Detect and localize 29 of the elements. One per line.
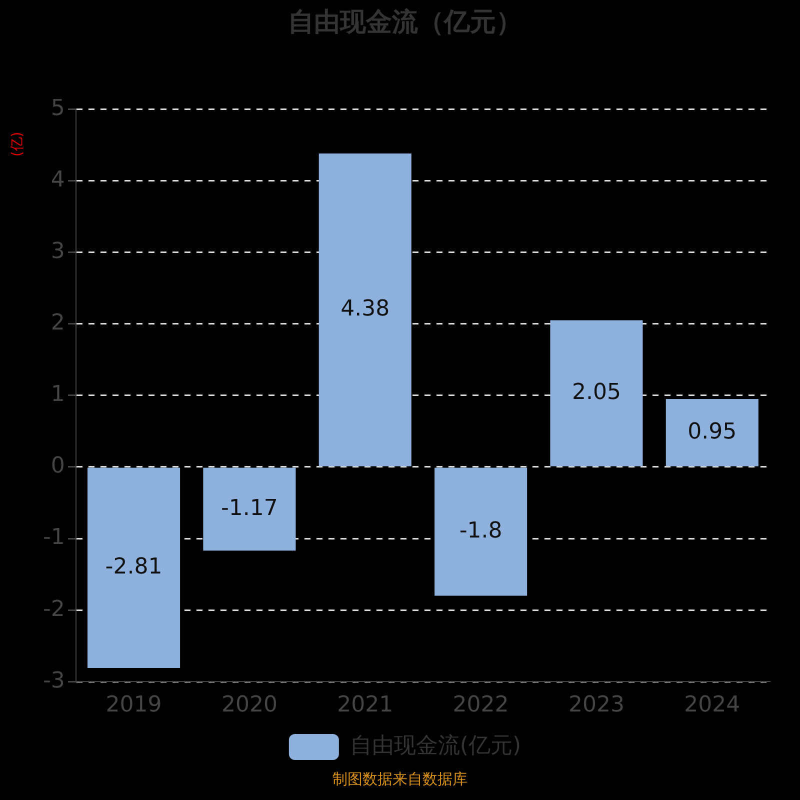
y-tick-label: 5 (50, 96, 65, 121)
x-tick-label: 2021 (337, 692, 394, 718)
data-label: -1.8 (459, 518, 502, 544)
y-tick-label: -3 (43, 668, 65, 694)
bar (203, 468, 296, 551)
x-tick-label: 2024 (684, 692, 740, 718)
bar (318, 154, 412, 466)
bar (88, 468, 180, 668)
x-tick-label: 2020 (221, 692, 278, 718)
x-tick-label: 2022 (452, 692, 509, 718)
y-tick-label: 2 (50, 310, 65, 336)
bar (666, 398, 758, 466)
text: 制图数据来自数据库 (332, 770, 468, 789)
y-tick-label: 1 (50, 382, 65, 408)
bar (550, 320, 643, 466)
x-tick-label: 2023 (568, 692, 624, 718)
y-tick-label: 3 (50, 239, 65, 264)
data-label: 2.05 (572, 380, 621, 405)
y-tick-label: -1 (43, 525, 65, 550)
data-label: 4.38 (340, 296, 390, 322)
x-tick-label: 2019 (106, 692, 162, 718)
y-tick-label: -2 (43, 596, 65, 622)
y-axis-title: (亿) (10, 132, 26, 157)
bar (434, 468, 528, 596)
data-label: -2.81 (105, 554, 162, 580)
data-label: -1.17 (220, 496, 278, 521)
y-tick-label: 4 (50, 167, 65, 192)
data-label: 0.95 (688, 419, 737, 444)
y-tick-label: 0 (50, 454, 65, 479)
